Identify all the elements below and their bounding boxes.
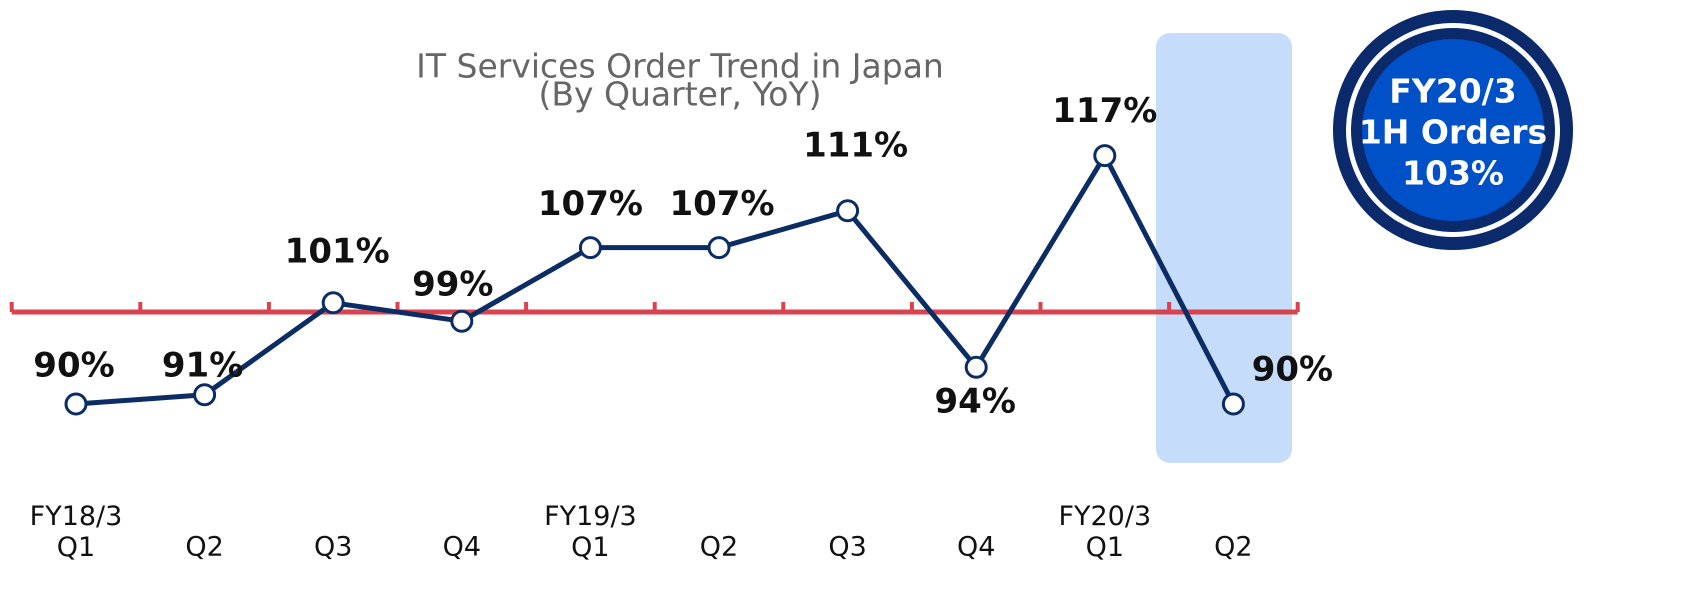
marker bbox=[707, 236, 731, 260]
marker bbox=[64, 392, 88, 416]
marker bbox=[321, 291, 345, 315]
marker bbox=[964, 355, 988, 379]
data-label: 107% bbox=[669, 184, 774, 224]
x-tick-label: Q3 bbox=[828, 532, 866, 563]
x-tick-label: Q3 bbox=[314, 532, 352, 563]
line bbox=[75, 153, 1236, 407]
data-label: 107% bbox=[538, 184, 643, 224]
marker bbox=[193, 383, 217, 407]
x-tick-label: FY20/3 Q1 bbox=[1058, 501, 1151, 563]
data-label: 90% bbox=[1252, 350, 1333, 390]
marker bbox=[578, 236, 602, 260]
x-tick-label: FY19/3 Q1 bbox=[544, 501, 637, 563]
highlight-band bbox=[1156, 33, 1292, 463]
data-label: 94% bbox=[935, 382, 1016, 422]
data-label: 101% bbox=[285, 231, 390, 271]
marker bbox=[1221, 392, 1245, 416]
x-tick-label: Q2 bbox=[700, 532, 738, 563]
marker bbox=[836, 199, 860, 223]
x-tick-label: Q4 bbox=[957, 532, 995, 563]
badge-text: 1H Orders bbox=[1359, 113, 1547, 152]
x-tick-label: Q2 bbox=[1214, 532, 1252, 563]
data-label: 117% bbox=[1052, 91, 1157, 131]
badge-text: FY20/3 bbox=[1389, 72, 1516, 111]
data-label: 99% bbox=[412, 265, 493, 305]
x-tick-label: Q4 bbox=[443, 532, 481, 563]
marker bbox=[1093, 144, 1117, 168]
chart-title: IT Services Order Trend in Japan bbox=[416, 47, 944, 86]
chart-subtitle: (By Quarter, YoY) bbox=[539, 75, 822, 114]
badge-core bbox=[1362, 39, 1544, 221]
summary-badge: FY20/3 1H Orders 103% bbox=[1333, 10, 1573, 250]
x-tick-label: FY18/3 Q1 bbox=[30, 501, 123, 563]
x-tick-label: Q2 bbox=[185, 532, 223, 563]
data-label: 91% bbox=[162, 345, 243, 385]
data-label: 111% bbox=[803, 125, 908, 165]
data-label: 90% bbox=[33, 346, 114, 386]
badge-text: 103% bbox=[1402, 154, 1504, 193]
marker bbox=[450, 309, 474, 333]
